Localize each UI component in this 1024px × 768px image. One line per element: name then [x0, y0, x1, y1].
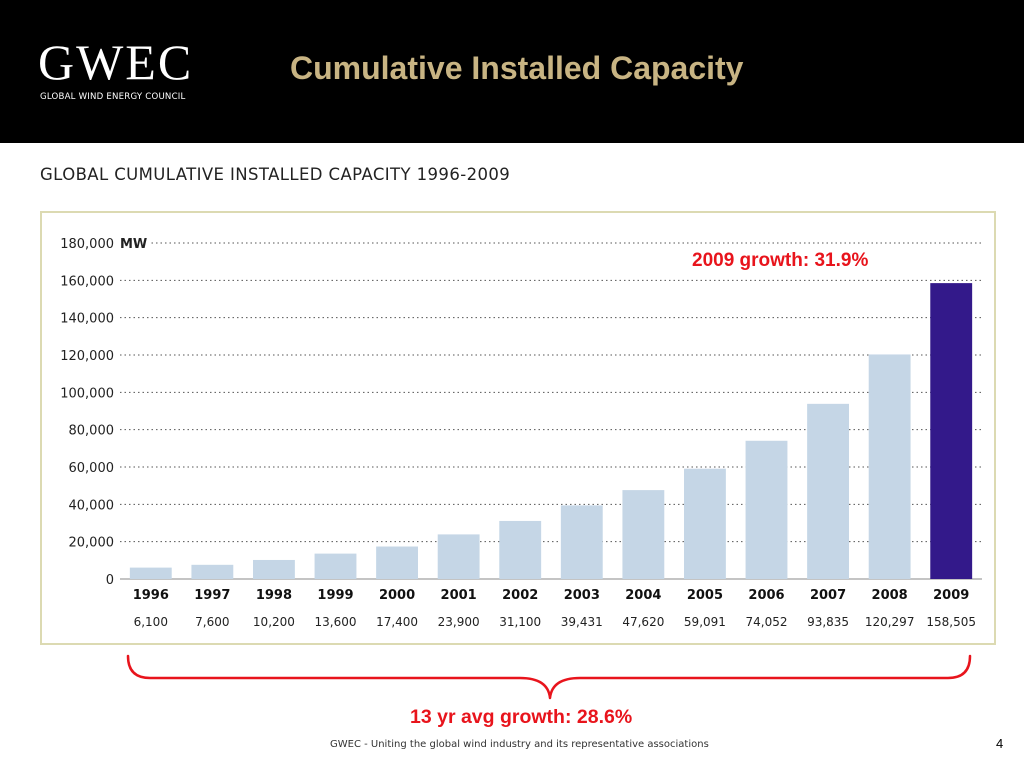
bar-2003 — [560, 505, 603, 579]
bar-2001 — [437, 534, 480, 579]
avg-growth-annotation: 13 yr avg growth: 28.6% — [410, 706, 633, 728]
x-tick-label: 2003 — [564, 588, 600, 603]
bar-2007 — [807, 403, 850, 579]
data-label: 39,431 — [561, 615, 603, 629]
x-tick-label: 2008 — [872, 588, 908, 603]
x-tick-label: 2000 — [379, 588, 415, 603]
y-tick-label: 140,000 — [60, 312, 114, 327]
footer-text: GWEC - Uniting the global wind industry … — [330, 739, 709, 750]
data-label: 47,620 — [622, 615, 664, 629]
x-tick-label: 2006 — [748, 588, 784, 603]
data-label: 13,600 — [315, 615, 357, 629]
slide-header: GWEC GLOBAL WIND ENERGY COUNCIL Cumulati… — [0, 0, 1024, 143]
logo-subtitle: GLOBAL WIND ENERGY COUNCIL — [40, 92, 186, 102]
bar-2009 — [930, 283, 973, 579]
data-label: 31,100 — [499, 615, 541, 629]
data-label: 23,900 — [438, 615, 480, 629]
x-tick-label: 2007 — [810, 588, 846, 603]
x-tick-label: 1998 — [256, 588, 292, 603]
bar-2004 — [622, 490, 665, 579]
bar-1997 — [191, 564, 234, 579]
y-tick-label: 0 — [106, 573, 114, 588]
y-tick-label: 80,000 — [69, 424, 115, 439]
x-tick-label: 2004 — [625, 588, 661, 603]
x-tick-label: 2001 — [441, 588, 477, 603]
data-label: 59,091 — [684, 615, 726, 629]
gwec-logo: GWEC GLOBAL WIND ENERGY COUNCIL — [38, 34, 228, 106]
data-label: 158,505 — [926, 615, 976, 629]
data-label: 7,600 — [195, 615, 229, 629]
data-label: 6,100 — [134, 615, 168, 629]
bar-2006 — [745, 440, 788, 579]
y-tick-label: 100,000 — [60, 386, 114, 401]
y-axis-unit-label: MW — [120, 237, 147, 252]
bar-chart: 0 20,000 40,000 60,000 80,000 100,000 120,000 1… — [60, 237, 982, 629]
bar-2000 — [376, 546, 419, 579]
y-tick-label: 20,000 — [69, 536, 115, 551]
chart-frame: 0 20,000 40,000 60,000 80,000 100,000 120,000 1… — [40, 211, 996, 645]
y-tick-label: 120,000 — [60, 349, 114, 364]
slide-title: Cumulative Installed Capacity — [290, 50, 744, 86]
x-tick-label: 1996 — [133, 588, 169, 603]
chart-heading: GLOBAL CUMULATIVE INSTALLED CAPACITY 199… — [40, 165, 511, 184]
y-tick-label: 40,000 — [69, 498, 115, 513]
data-label: 74,052 — [746, 615, 788, 629]
curly-brace-icon — [126, 654, 972, 700]
bar-2008 — [868, 354, 911, 579]
x-tick-label: 1999 — [317, 588, 353, 603]
logo-wordmark: GWEC — [38, 34, 194, 90]
data-label: 17,400 — [376, 615, 418, 629]
x-tick-label: 2009 — [933, 588, 969, 603]
data-label: 93,835 — [807, 615, 849, 629]
bar-1998 — [252, 559, 295, 579]
x-tick-label: 1997 — [194, 588, 230, 603]
y-tick-label: 60,000 — [69, 461, 115, 476]
y-tick-label: 180,000 — [60, 237, 114, 252]
page-number: 4 — [996, 736, 1004, 751]
bar-1999 — [314, 553, 357, 579]
x-tick-label: 2005 — [687, 588, 723, 603]
data-label: 120,297 — [865, 615, 915, 629]
data-label: 10,200 — [253, 615, 295, 629]
bar-1996 — [129, 567, 172, 579]
y-tick-label: 160,000 — [60, 274, 114, 289]
bar-2005 — [683, 468, 726, 579]
x-tick-label: 2002 — [502, 588, 538, 603]
bar-2002 — [499, 520, 542, 579]
growth-2009-annotation: 2009 growth: 31.9% — [692, 250, 869, 271]
